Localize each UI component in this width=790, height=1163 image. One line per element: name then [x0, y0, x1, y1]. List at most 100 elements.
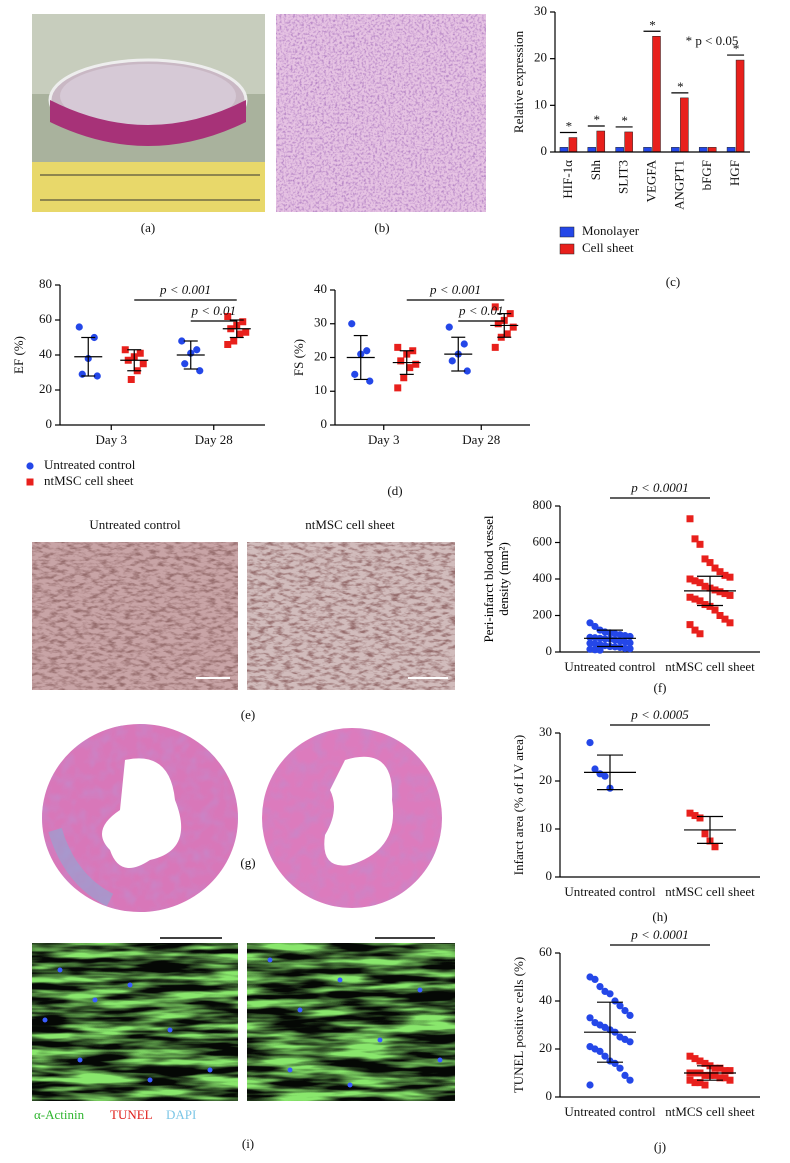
data-point: [611, 997, 619, 1005]
x-tick-label: Shh: [588, 160, 603, 181]
y-tick-label: 10: [314, 382, 327, 397]
bar: [671, 147, 680, 153]
y-tick-label: 20: [39, 381, 52, 396]
y-tick-label: 0: [546, 643, 553, 658]
data-point: [726, 573, 734, 581]
data-point: [626, 1011, 634, 1020]
data-point: [491, 303, 499, 311]
x-tick-label: ANGPT1: [671, 160, 686, 210]
y-axis-label: Relative expression: [511, 30, 526, 133]
data-point: [711, 606, 719, 614]
y-tick-label: 30: [314, 315, 327, 330]
panel-label: (f): [654, 680, 667, 695]
significance-mark: *: [566, 119, 573, 134]
comparison-label: p < 0.0001: [630, 927, 689, 942]
y-tick-label: 200: [533, 606, 553, 621]
annotation: * p < 0.05: [686, 33, 739, 48]
data-point: [701, 555, 709, 563]
data-point: [686, 1052, 694, 1060]
data-point: [696, 597, 704, 605]
data-point: [691, 535, 699, 543]
data-point: [394, 384, 402, 392]
data-point: [121, 346, 129, 354]
panel-label: (i): [242, 1136, 254, 1151]
bar: [735, 59, 745, 153]
data-point: [586, 739, 594, 747]
data-point: [127, 376, 135, 383]
y-tick-label: 10: [534, 96, 547, 111]
data-point: [696, 630, 704, 638]
data-point: [726, 1067, 734, 1075]
significance-mark: *: [677, 79, 684, 94]
data-point: [721, 1074, 729, 1082]
data-point: [93, 372, 101, 380]
y-axis-label-box: Peri-infarct blood vessel density (mm²): [481, 515, 511, 643]
y-tick-label: 0: [541, 143, 548, 158]
data-point: [412, 360, 420, 368]
data-point: [691, 626, 699, 634]
data-point: [78, 370, 86, 378]
data-point: [363, 347, 371, 355]
data-point: [75, 323, 83, 331]
y-tick-label: 30: [534, 3, 547, 18]
data-point: [445, 323, 453, 331]
data-point: [596, 1047, 604, 1055]
data-point: [181, 360, 189, 368]
data-point: [366, 377, 374, 385]
comparison-label: p < 0.001: [159, 282, 211, 297]
y-tick-label: 800: [533, 497, 553, 512]
stain-label: TUNEL: [110, 1107, 153, 1122]
image-caption: ntMSC cell sheet: [305, 517, 395, 532]
data-point: [701, 830, 709, 838]
data-point: [406, 364, 414, 372]
y-axis-label: FS (%): [291, 339, 306, 376]
data-point: [686, 1076, 694, 1084]
data-point: [601, 772, 609, 780]
bar: [643, 147, 652, 153]
data-point: [463, 367, 471, 375]
data-point: [716, 612, 724, 619]
data-point: [178, 337, 186, 345]
data-point: [400, 374, 408, 382]
photo-vessels: [32, 542, 455, 690]
x-tick-label: Day 28: [462, 432, 500, 447]
x-tick-label: ntMCS cell sheet: [665, 1104, 755, 1119]
data-point: [591, 975, 599, 984]
y-axis-label: Peri-infarct blood vessel density (mm²): [481, 515, 511, 643]
x-tick-label: bFGF: [699, 160, 714, 190]
data-point: [626, 632, 634, 641]
data-point: [701, 582, 709, 590]
y-tick-label: 400: [533, 570, 553, 585]
x-tick-label: VEGFA: [643, 159, 658, 202]
data-point: [711, 586, 719, 594]
data-point: [686, 575, 694, 583]
comparison-label: p < 0.01: [458, 303, 504, 318]
data-point: [626, 1076, 634, 1084]
data-point: [491, 343, 499, 351]
data-point: [626, 645, 634, 653]
data-point: [26, 478, 34, 486]
data-point: [691, 1079, 699, 1087]
stain-label: α-Actinin: [34, 1107, 85, 1122]
y-tick-label: 40: [314, 281, 327, 296]
data-point: [596, 983, 604, 991]
y-tick-label: 0: [546, 868, 553, 883]
bar: [652, 36, 661, 153]
comparison-label: p < 0.001: [429, 282, 481, 297]
y-tick-label: 40: [39, 346, 52, 361]
data-point: [721, 571, 729, 579]
data-point: [711, 564, 719, 572]
data-point: [686, 809, 694, 817]
data-point: [711, 843, 719, 851]
data-point: [696, 814, 704, 822]
bar: [726, 147, 736, 153]
y-tick-label: 30: [539, 724, 552, 739]
y-tick-label: 10: [539, 820, 552, 835]
data-point: [711, 1064, 719, 1072]
x-tick-label: ntMSC cell sheet: [665, 659, 755, 674]
y-tick-label: 20: [314, 348, 327, 363]
panel-label: (a): [141, 220, 155, 235]
bar: [698, 147, 708, 153]
data-point: [239, 318, 247, 326]
panel-label: (b): [374, 220, 389, 235]
